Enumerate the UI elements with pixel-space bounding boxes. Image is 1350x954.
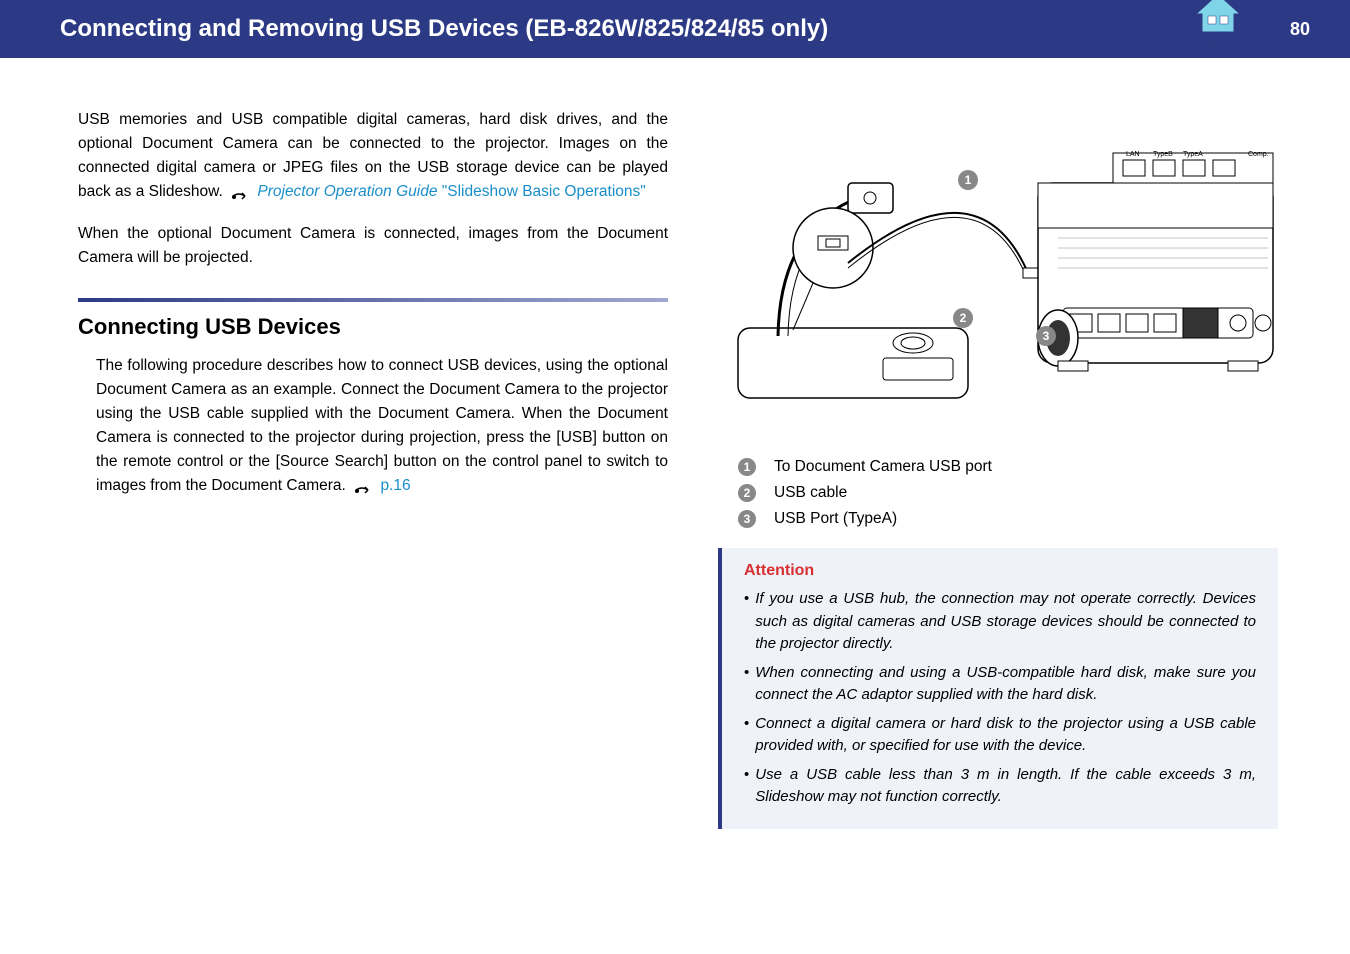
- top-nav-button[interactable]: TOP: [1190, 0, 1245, 62]
- svg-text:LAN: LAN: [1126, 151, 1140, 158]
- slideshow-ops-link[interactable]: "Slideshow Basic Operations": [437, 183, 645, 200]
- legend-item: 3 USB Port (TypeA): [738, 510, 1278, 528]
- top-label: TOP: [1205, 38, 1229, 52]
- svg-text:TypeB: TypeB: [1153, 151, 1173, 158]
- attention-box: Attention • If you use a USB hub, the co…: [718, 548, 1278, 829]
- legend-text-3: USB Port (TypeA): [774, 510, 897, 528]
- svg-text:TypeA: TypeA: [1183, 151, 1203, 158]
- page-number: 80: [1290, 19, 1310, 40]
- diagram-callout-2: 2: [953, 308, 973, 328]
- section-divider: [78, 298, 668, 302]
- bullet-icon: •: [744, 662, 749, 707]
- right-column: LAN TypeB TypeA Comp. 1: [718, 108, 1278, 829]
- legend-num-3: 3: [738, 510, 756, 528]
- diagram-callout-3: 3: [1036, 326, 1056, 346]
- bullet-icon: •: [744, 764, 749, 809]
- content-area: USB memories and USB compatible digital …: [0, 58, 1350, 829]
- section-body-text: The following procedure describes how to…: [96, 357, 668, 494]
- intro-para-1: USB memories and USB compatible digital …: [78, 108, 668, 204]
- section-heading: Connecting USB Devices: [78, 314, 668, 340]
- left-column: USB memories and USB compatible digital …: [78, 108, 668, 829]
- header-bar: Connecting and Removing USB Devices (EB-…: [0, 0, 1350, 58]
- home-icon: [1194, 0, 1242, 36]
- bullet-icon: •: [744, 713, 749, 758]
- legend-text-2: USB cable: [774, 484, 847, 502]
- pointer-icon: [354, 480, 372, 492]
- section-body: The following procedure describes how to…: [78, 354, 668, 498]
- attention-text-1: If you use a USB hub, the connection may…: [755, 588, 1256, 656]
- attention-text-4: Use a USB cable less than 3 m in length.…: [755, 764, 1256, 809]
- page-title: Connecting and Removing USB Devices (EB-…: [60, 15, 828, 43]
- attention-item: • If you use a USB hub, the connection m…: [744, 588, 1256, 656]
- attention-item: • Connect a digital camera or hard disk …: [744, 713, 1256, 758]
- legend-text-1: To Document Camera USB port: [774, 458, 992, 476]
- bullet-icon: •: [744, 588, 749, 656]
- svg-text:Comp.: Comp.: [1248, 151, 1269, 158]
- page-ref-link[interactable]: p.16: [380, 477, 410, 494]
- attention-item: • When connecting and using a USB-compat…: [744, 662, 1256, 707]
- attention-item: • Use a USB cable less than 3 m in lengt…: [744, 764, 1256, 809]
- legend-item: 2 USB cable: [738, 484, 1278, 502]
- legend-num-1: 1: [738, 458, 756, 476]
- attention-title: Attention: [744, 562, 1256, 580]
- diagram-callout-1: 1: [958, 170, 978, 190]
- legend-num-2: 2: [738, 484, 756, 502]
- legend-item: 1 To Document Camera USB port: [738, 458, 1278, 476]
- pointer-icon: [231, 186, 249, 198]
- attention-text-3: Connect a digital camera or hard disk to…: [755, 713, 1256, 758]
- attention-text-2: When connecting and using a USB-compatib…: [755, 662, 1256, 707]
- projector-guide-link[interactable]: Projector Operation Guide: [257, 183, 437, 200]
- connection-diagram: LAN TypeB TypeA Comp. 1: [718, 108, 1278, 438]
- diagram-legend: 1 To Document Camera USB port 2 USB cabl…: [738, 458, 1278, 528]
- intro-para-2: When the optional Document Camera is con…: [78, 222, 668, 270]
